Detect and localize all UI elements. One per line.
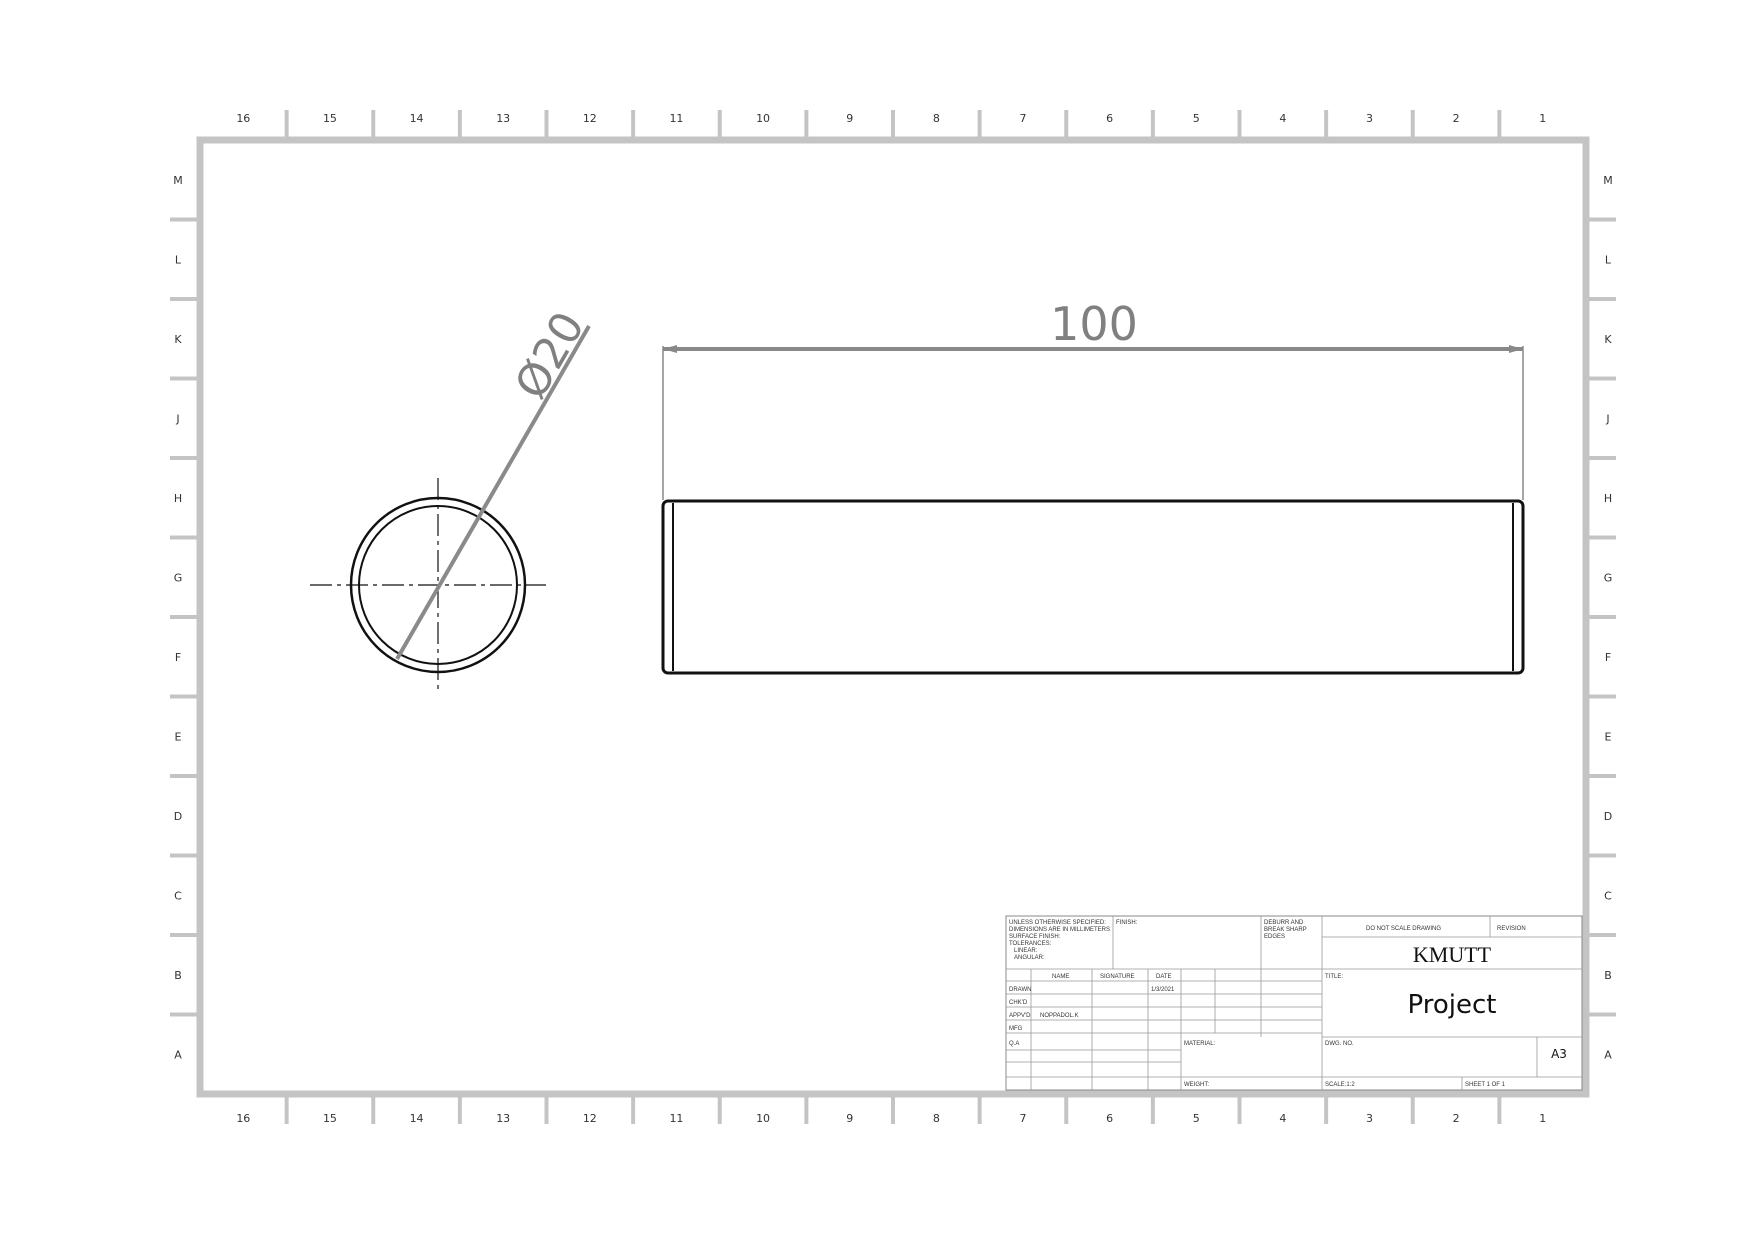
column-label-bottom: 11 xyxy=(669,1112,683,1125)
column-label-top: 4 xyxy=(1279,112,1286,125)
sheet-size: A3 xyxy=(1551,1047,1567,1061)
column-label-bottom: 10 xyxy=(756,1112,770,1125)
column-label-bottom: 13 xyxy=(496,1112,510,1125)
diameter-leader-line xyxy=(395,325,591,660)
drawing-title: Project xyxy=(1408,990,1497,1020)
note-linear: LINEAR: xyxy=(1014,948,1038,954)
row-approved-label: APPV'D xyxy=(1009,1013,1031,1019)
column-label-top: 3 xyxy=(1366,112,1373,125)
column-label-bottom: 9 xyxy=(846,1112,853,1125)
weight-label: WEIGHT: xyxy=(1184,1082,1209,1088)
column-label-top: 6 xyxy=(1106,112,1113,125)
row-label-right: M xyxy=(1603,174,1613,187)
row-drawn-date: 1/3/2021 xyxy=(1151,987,1175,993)
deburr-note-line-2: BREAK SHARP xyxy=(1264,927,1307,933)
title-block: UNLESS OTHERWISE SPECIFIED: DIMENSIONS A… xyxy=(1005,915,1583,1091)
dimension-arrow-right xyxy=(1509,345,1523,353)
company-name: KMUTT xyxy=(1413,942,1492,967)
column-label-bottom: 16 xyxy=(236,1112,250,1125)
note-dimensions-units: DIMENSIONS ARE IN MILLIMETERS xyxy=(1009,927,1110,933)
note-angular: ANGULAR: xyxy=(1014,955,1045,961)
note-unless-specified: UNLESS OTHERWISE SPECIFIED: xyxy=(1009,920,1106,926)
column-label-top: 5 xyxy=(1193,112,1200,125)
row-label-right: G xyxy=(1604,571,1613,584)
column-label-bottom: 8 xyxy=(933,1112,940,1125)
row-label-right: L xyxy=(1605,253,1612,266)
note-surface-finish: SURFACE FINISH: xyxy=(1009,934,1061,940)
deburr-note-line-1: DEBURR AND xyxy=(1264,920,1304,926)
row-label-left: F xyxy=(175,651,181,664)
column-label-top: 15 xyxy=(323,112,337,125)
revision-label: REVISION xyxy=(1497,926,1526,932)
column-label-bottom: 12 xyxy=(583,1112,597,1125)
column-label-top: 8 xyxy=(933,112,940,125)
finish-label: FINISH: xyxy=(1116,920,1138,926)
row-label-right: B xyxy=(1604,969,1612,982)
column-label-top: 12 xyxy=(583,112,597,125)
header-name: NAME xyxy=(1052,974,1069,980)
side-view: 100 xyxy=(661,297,1525,675)
column-label-top: 13 xyxy=(496,112,510,125)
row-label-left: B xyxy=(174,969,182,982)
row-label-right: D xyxy=(1604,810,1612,823)
column-label-top: 2 xyxy=(1453,112,1460,125)
column-label-bottom: 4 xyxy=(1279,1112,1286,1125)
row-label-right: E xyxy=(1605,730,1612,743)
row-mfg-label: MFG xyxy=(1009,1026,1023,1032)
row-label-left: H xyxy=(174,492,182,505)
row-label-left: J xyxy=(175,412,179,425)
column-label-bottom: 5 xyxy=(1193,1112,1200,1125)
row-label-left: C xyxy=(174,889,182,902)
end-view: Ø20 xyxy=(310,304,595,693)
column-label-bottom: 7 xyxy=(1019,1112,1026,1125)
row-label-right: H xyxy=(1604,492,1612,505)
row-label-left: G xyxy=(174,571,183,584)
header-signature: SIGNATURE xyxy=(1100,974,1135,980)
length-dimension: 100 xyxy=(1050,297,1138,351)
column-label-top: 10 xyxy=(756,112,770,125)
column-label-top: 16 xyxy=(236,112,250,125)
deburr-note-line-3: EDGES xyxy=(1264,934,1285,940)
row-label-left: E xyxy=(175,730,182,743)
column-label-bottom: 15 xyxy=(323,1112,337,1125)
row-label-left: L xyxy=(175,253,182,266)
row-label-right: C xyxy=(1604,889,1612,902)
sheet-count: SHEET 1 OF 1 xyxy=(1465,1082,1506,1088)
row-label-right: J xyxy=(1605,412,1609,425)
note-tolerances: TOLERANCES: xyxy=(1009,941,1052,947)
row-label-left: D xyxy=(174,810,182,823)
column-label-bottom: 14 xyxy=(410,1112,424,1125)
column-label-top: 9 xyxy=(846,112,853,125)
row-checked-label: CHK'D xyxy=(1009,1000,1028,1006)
cylinder-outline xyxy=(661,499,1525,675)
dimension-arrow-left xyxy=(663,345,677,353)
row-label-left: K xyxy=(174,333,182,346)
row-label-right: A xyxy=(1604,1048,1612,1061)
row-approved-name: NOPPADOL.K xyxy=(1040,1013,1079,1019)
zone-ticks xyxy=(170,110,1616,1124)
column-label-bottom: 1 xyxy=(1539,1112,1546,1125)
material-label: MATERIAL: xyxy=(1184,1041,1216,1047)
column-label-bottom: 3 xyxy=(1366,1112,1373,1125)
row-label-right: F xyxy=(1605,651,1611,664)
row-qa-label: Q.A xyxy=(1009,1041,1019,1047)
column-label-top: 7 xyxy=(1019,112,1026,125)
column-label-top: 11 xyxy=(669,112,683,125)
title-label: TITLE: xyxy=(1325,974,1343,980)
column-label-top: 1 xyxy=(1539,112,1546,125)
column-label-bottom: 2 xyxy=(1453,1112,1460,1125)
diameter-dimension: Ø20 xyxy=(505,304,594,408)
scale-label: SCALE:1:2 xyxy=(1325,1082,1355,1088)
zone-labels: 1616151514141313121211111010998877665544… xyxy=(173,112,1613,1125)
row-drawn-label: DRAWN xyxy=(1009,987,1031,993)
dwg-no-label: DWG. NO. xyxy=(1325,1041,1354,1047)
column-label-bottom: 6 xyxy=(1106,1112,1113,1125)
row-label-left: M xyxy=(173,174,183,187)
row-label-right: K xyxy=(1604,333,1612,346)
header-date: DATE xyxy=(1156,974,1172,980)
do-not-scale-note: DO NOT SCALE DRAWING xyxy=(1366,926,1441,932)
column-label-top: 14 xyxy=(410,112,424,125)
row-label-left: A xyxy=(174,1048,182,1061)
